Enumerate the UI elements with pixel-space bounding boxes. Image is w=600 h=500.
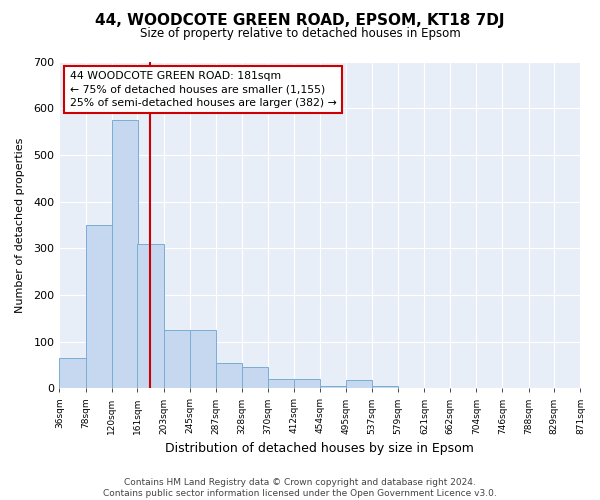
Bar bbox=[346, 380, 372, 388]
Text: 44 WOODCOTE GREEN ROAD: 181sqm
← 75% of detached houses are smaller (1,155)
25% : 44 WOODCOTE GREEN ROAD: 181sqm ← 75% of … bbox=[70, 72, 337, 108]
Bar bbox=[137, 244, 164, 388]
Text: Size of property relative to detached houses in Epsom: Size of property relative to detached ho… bbox=[140, 28, 460, 40]
Bar bbox=[242, 368, 268, 388]
Bar bbox=[190, 330, 216, 388]
Bar bbox=[216, 362, 242, 388]
Bar bbox=[372, 386, 398, 388]
Bar bbox=[294, 379, 320, 388]
Bar bbox=[112, 120, 138, 388]
X-axis label: Distribution of detached houses by size in Epsom: Distribution of detached houses by size … bbox=[166, 442, 475, 455]
Bar bbox=[59, 358, 86, 388]
Y-axis label: Number of detached properties: Number of detached properties bbox=[15, 137, 25, 312]
Bar bbox=[320, 386, 346, 388]
Bar bbox=[164, 330, 190, 388]
Bar bbox=[268, 379, 294, 388]
Bar bbox=[86, 225, 112, 388]
Text: 44, WOODCOTE GREEN ROAD, EPSOM, KT18 7DJ: 44, WOODCOTE GREEN ROAD, EPSOM, KT18 7DJ bbox=[95, 12, 505, 28]
Text: Contains HM Land Registry data © Crown copyright and database right 2024.
Contai: Contains HM Land Registry data © Crown c… bbox=[103, 478, 497, 498]
